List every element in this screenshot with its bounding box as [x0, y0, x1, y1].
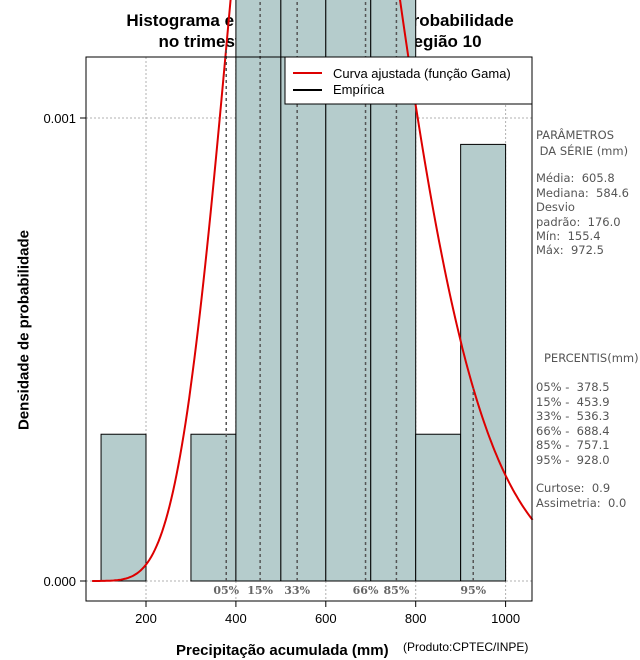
percentile-label: 33%	[284, 584, 310, 597]
stats-p05: 05% - 378.5	[536, 380, 610, 394]
stats-skewness: Assimetria: 0.0	[536, 496, 627, 510]
percentile-label: 66%	[353, 584, 379, 597]
stats-median: Mediana: 584.6	[536, 186, 629, 200]
percentile-label: 95%	[460, 584, 486, 597]
histogram-bar	[190, 433, 237, 582]
y-tick-label: 0.000	[43, 574, 76, 589]
x-tick-label: 1000	[491, 611, 520, 626]
stats-params-title-2: DA SÉRIE (mm)	[536, 144, 629, 158]
gamma-curve-layer	[92, 0, 534, 582]
x-tick-label: 200	[135, 611, 157, 626]
stats-sd-line-2: padrão: 176.0	[536, 215, 621, 229]
stats-kurtosis: Curtose: 0.9	[536, 481, 611, 495]
percentile-label: 15%	[247, 584, 273, 597]
stats-mean: Média: 605.8	[536, 171, 615, 185]
y-axis-label: Densidade de probabilidade	[15, 229, 33, 431]
x-tick-label: 800	[405, 611, 427, 626]
percentile-label: 05%	[213, 584, 239, 597]
histogram-bar	[460, 143, 507, 582]
gamma-density-curve	[92, 0, 534, 582]
legend-fitted-label: Curva ajustada (função Gama)	[333, 66, 511, 81]
stats-p15: 15% - 453.9	[536, 395, 610, 409]
stats-params-title-1: PARÂMETROS	[536, 128, 615, 142]
histogram-bar	[100, 433, 147, 582]
x-axis-label: Precipitação acumulada (mm)	[176, 642, 389, 659]
stats-p85: 85% - 757.1	[536, 438, 610, 452]
percentile-label: 85%	[384, 584, 410, 597]
axes: 20040060080010000.0000.0010.0020.0030.00…	[43, 111, 520, 626]
histogram-bar	[235, 0, 282, 582]
stats-percentiles-title: PERCENTIS(mm)	[544, 351, 639, 365]
legend-empirical-label: Empírica	[333, 82, 385, 97]
legend: Curva ajustada (função Gama) Empírica	[284, 56, 533, 105]
stats-p66: 66% - 688.4	[536, 424, 610, 438]
y-tick-label: 0.001	[43, 111, 76, 126]
stats-p95: 95% - 928.0	[536, 453, 610, 467]
stats-p33: 33% - 536.3	[536, 409, 610, 423]
x-tick-label: 600	[315, 611, 337, 626]
stats-max: Máx: 972.5	[536, 243, 604, 257]
histogram-bar	[415, 433, 462, 582]
x-tick-label: 400	[225, 611, 247, 626]
legend-box	[284, 56, 533, 105]
stats-sd-line-1: Desvio	[536, 200, 575, 214]
credit-text: (Produto:CPTEC/INPE)	[403, 640, 529, 654]
stats-min: Mín: 155.4	[536, 229, 601, 243]
